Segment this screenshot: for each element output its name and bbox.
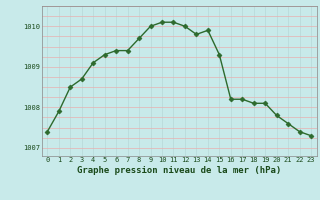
X-axis label: Graphe pression niveau de la mer (hPa): Graphe pression niveau de la mer (hPa)	[77, 166, 281, 175]
